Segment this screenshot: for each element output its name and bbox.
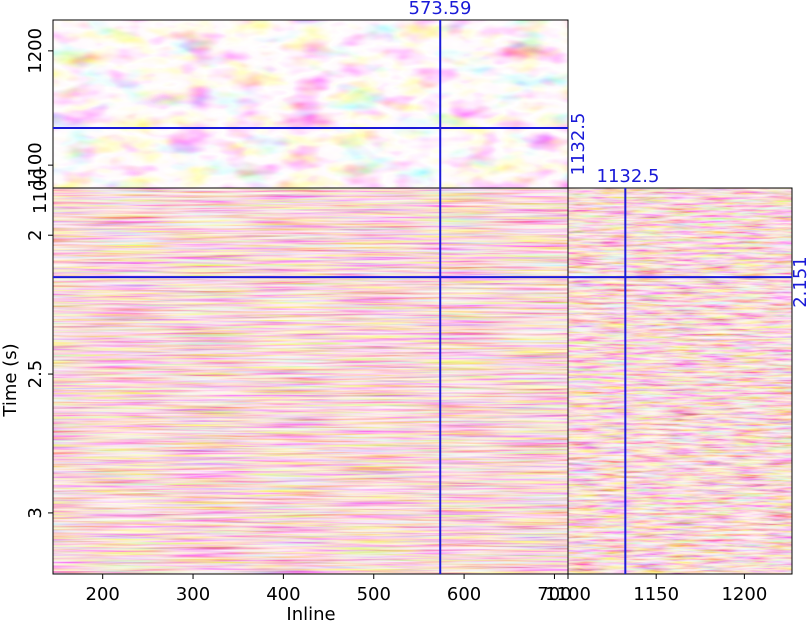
time-tick-label: 2: [25, 229, 46, 240]
time-axis-ticks: 22.53: [25, 229, 53, 519]
crossline-tick-label: 1150: [633, 584, 679, 605]
inline-section-panel: [52, 187, 569, 575]
time-slice-axis-ticks: 1100 1200: [25, 28, 53, 188]
inline-section-corner-label: 1100: [30, 168, 51, 214]
crossline-tick-label: 1200: [721, 584, 767, 605]
time-slice-image: [53, 20, 568, 188]
time-slice-tick-label: 1200: [25, 28, 46, 74]
crossline-cursor-label: 1132.5: [568, 113, 589, 176]
inline-tick-label: 700: [537, 584, 571, 605]
time-tick-label: 2.5: [25, 360, 46, 389]
inline-tick-label: 400: [266, 584, 300, 605]
inline-tick-label: 600: [447, 584, 481, 605]
inline-tick-label: 200: [86, 584, 120, 605]
cursor-lines: [53, 20, 792, 574]
crossline-tick-label: 1100: [545, 584, 591, 605]
time-axis-label: Time (s): [0, 343, 21, 417]
inline-tick-label: 500: [357, 584, 391, 605]
time-slice-tick-label: 1100: [25, 142, 46, 188]
inline-cursor-label: 573.59: [409, 0, 472, 19]
inline-tick-label: 300: [176, 584, 210, 605]
crossline-section-image: [568, 188, 792, 574]
crossline-axis-ticks: 1100 1150 1200: [545, 574, 767, 605]
time-cursor-label: 2.151: [790, 256, 807, 308]
time-slice-panel: [52, 19, 569, 189]
inline-axis-ticks: 200 300 400 500 600 700: [86, 574, 572, 605]
inline-axis-label: Inline: [286, 604, 335, 624]
crossline-top-cursor-label: 1132.5: [597, 166, 660, 187]
time-tick-label: 3: [25, 507, 46, 518]
crossline-section-frame: [567, 187, 793, 575]
inline-section-image: [53, 188, 568, 574]
crossline-section-panel: [567, 187, 793, 575]
